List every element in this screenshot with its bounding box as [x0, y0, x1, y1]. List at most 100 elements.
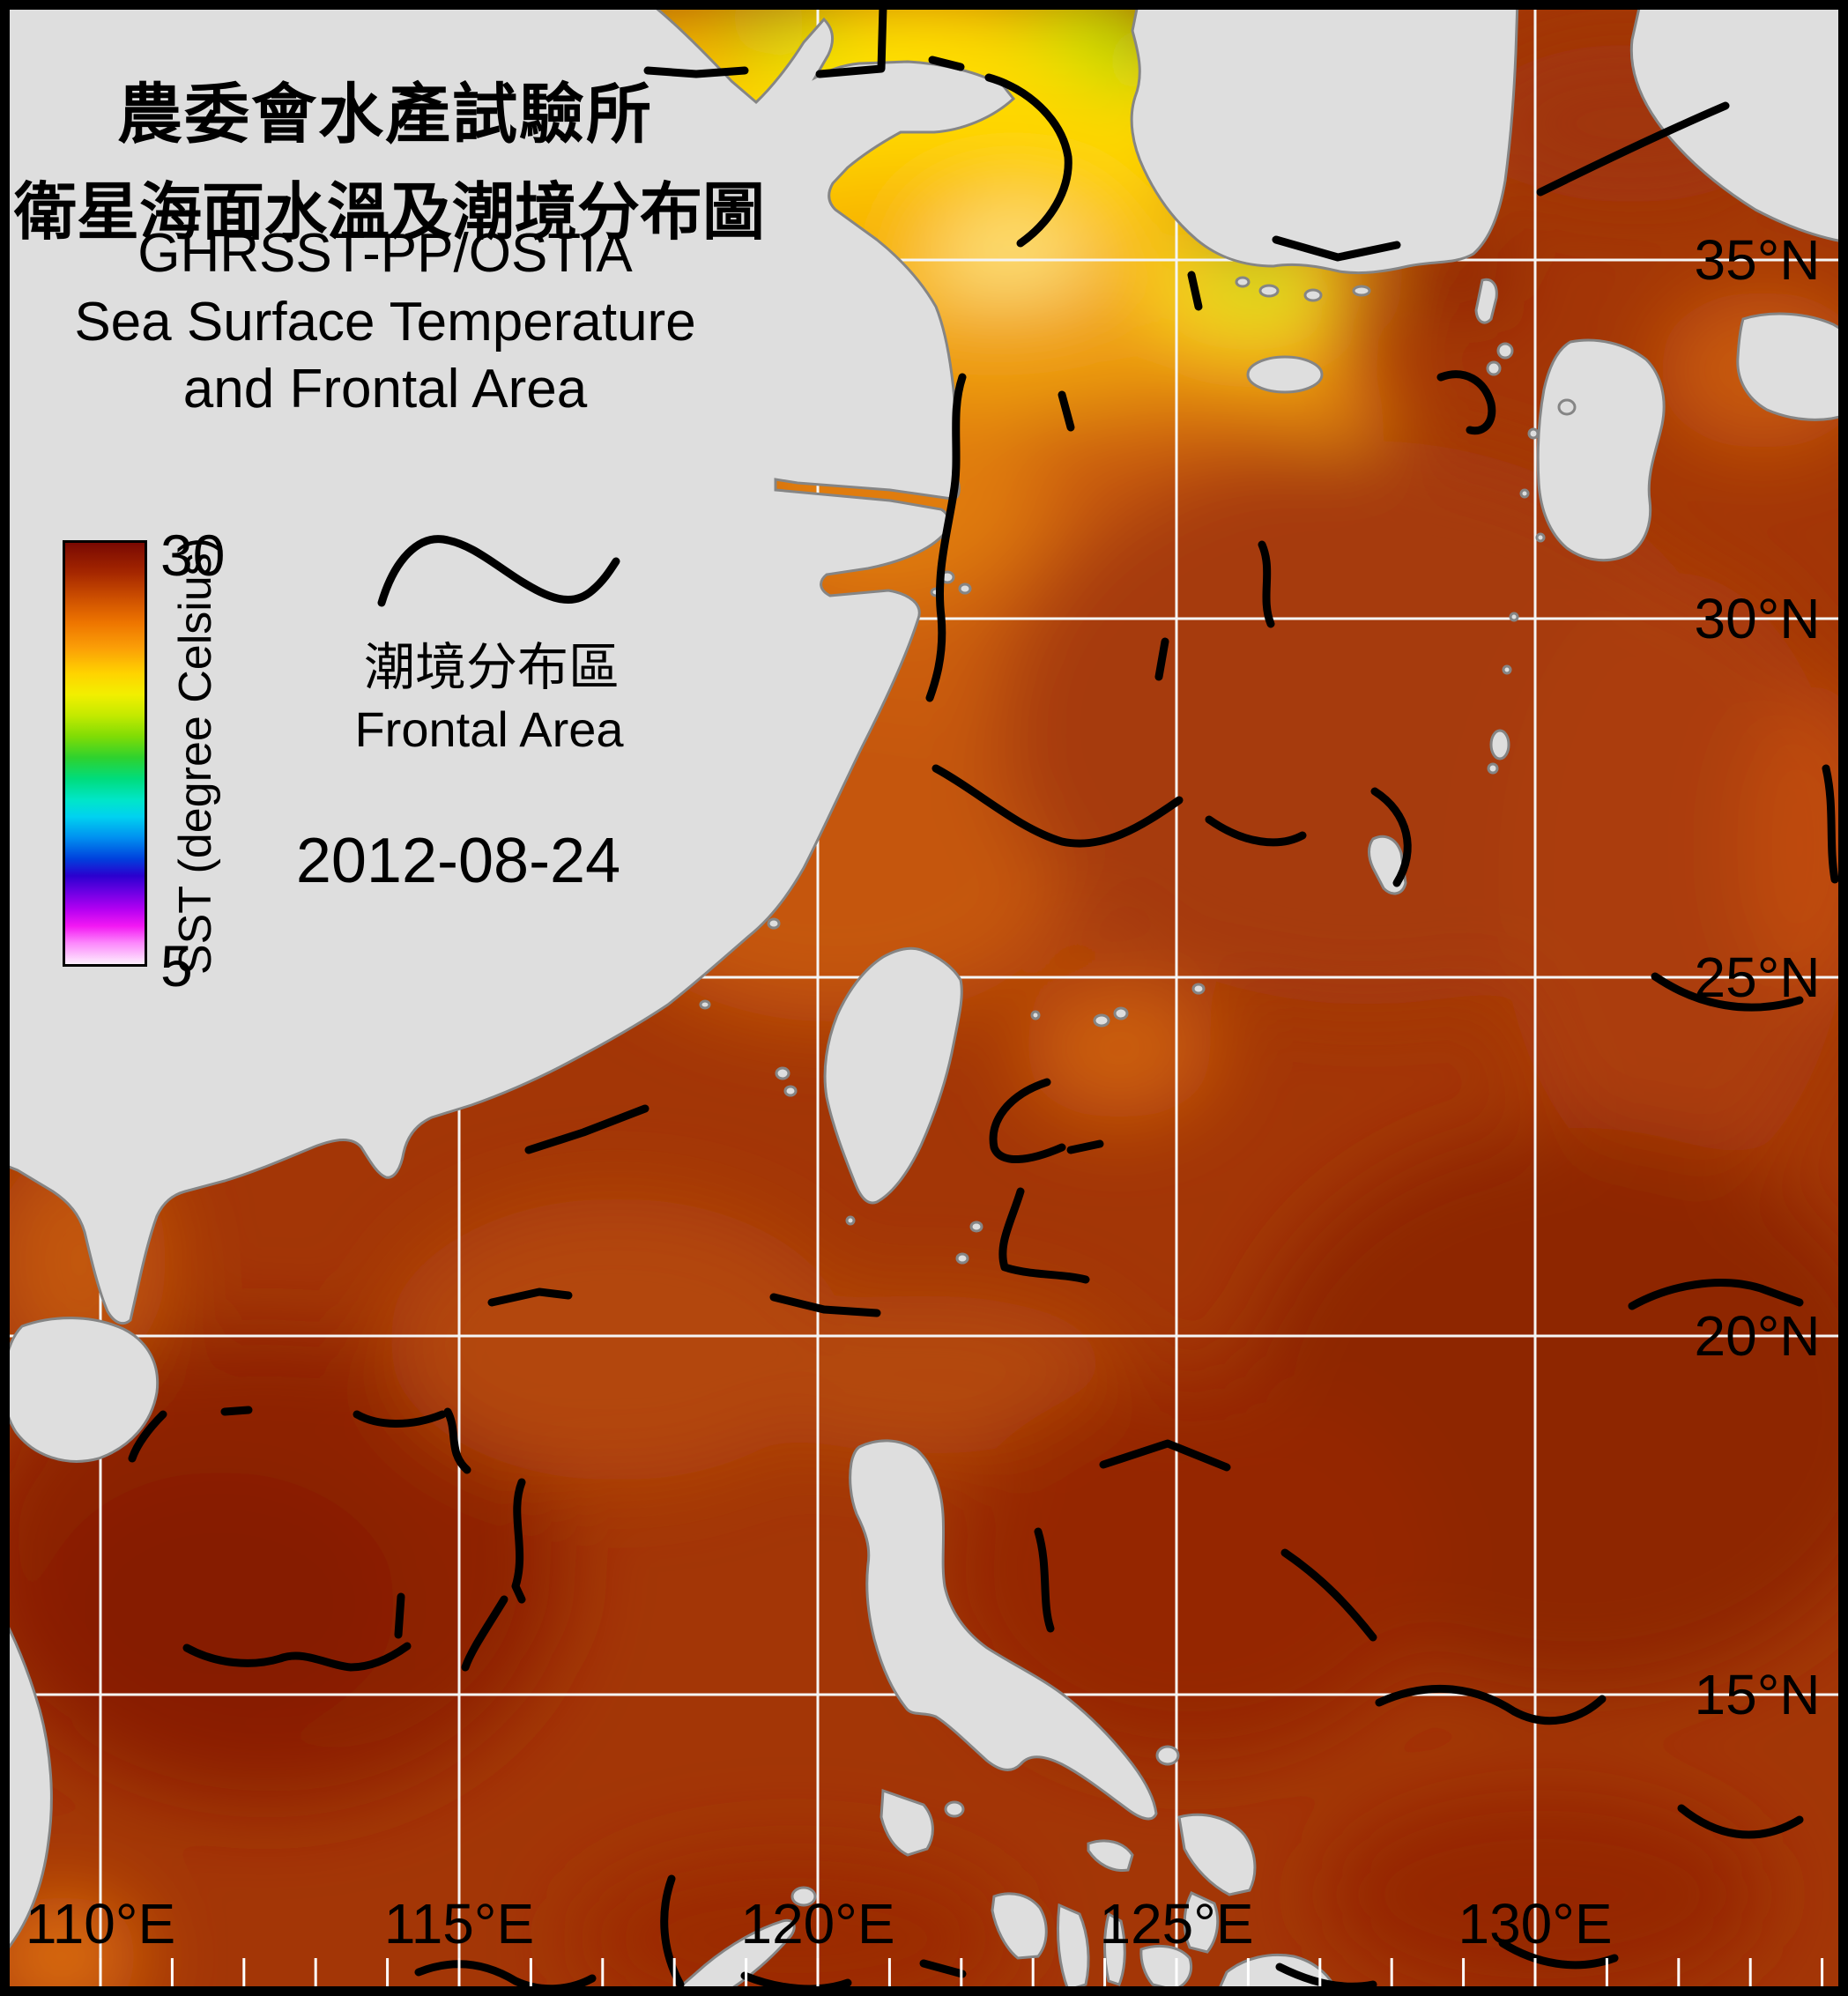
frontal-line: [815, 3, 887, 78]
island: [699, 999, 711, 1010]
land-shape: [1183, 1891, 1220, 1954]
island: [1235, 276, 1251, 288]
island: [1489, 729, 1510, 761]
graticule-labels: 35°N 30°N 25°N 20°N 15°N 110°E 115°E 120°E 125°E…: [26, 228, 1821, 1955]
lon-label: 115°E: [384, 1892, 534, 1955]
land-shape: [1103, 1911, 1126, 1986]
frontal-line: [1375, 1684, 1607, 1725]
island: [955, 1252, 969, 1265]
frontal-line: [443, 1407, 471, 1474]
island: [1113, 1006, 1129, 1020]
sst-patch: [1197, 253, 1320, 315]
island: [1191, 983, 1206, 995]
frontal-line: [984, 73, 1072, 248]
land-shape: [1536, 338, 1666, 562]
frontal-lines-layer: [128, 3, 1839, 1993]
frontal-line: [1370, 787, 1412, 887]
frontal-line: [1280, 1548, 1377, 1642]
frontal-line: [182, 1642, 412, 1672]
frontal-line: [394, 1592, 405, 1639]
sst-patch: [44, 1472, 397, 1736]
frontal-line: [643, 66, 749, 78]
frontal-line: [511, 1478, 526, 1604]
frontal-line: [1154, 637, 1169, 681]
frontal-line-icon: [377, 535, 620, 607]
island: [1246, 355, 1324, 394]
frontal-line: [1436, 370, 1496, 435]
sst-patch: [1022, 978, 1216, 1119]
sst-patch: [1498, 573, 1848, 1190]
lat-label: 25°N: [1695, 946, 1821, 1009]
land-shape: [1130, 0, 1519, 275]
island: [1502, 664, 1512, 675]
frontal-line: [461, 1595, 508, 1672]
colorbar-min-label: 5: [160, 933, 193, 998]
lon-label: 110°E: [26, 1892, 175, 1955]
frontal-line: [1275, 1963, 1377, 1991]
land-shape: [823, 946, 963, 1205]
island: [1030, 1010, 1041, 1020]
island: [1487, 762, 1499, 775]
island: [969, 1221, 983, 1233]
island: [783, 1085, 798, 1097]
frontal-line: [1677, 1804, 1804, 1839]
frontal-line: [931, 764, 1184, 848]
land-shape: [0, 0, 1016, 1325]
land-shape: [1139, 1944, 1193, 1992]
land-shape: [1736, 312, 1848, 421]
frontal-line: [769, 1293, 881, 1317]
lon-label: 130°E: [1458, 1892, 1612, 1955]
lat-label: 15°N: [1695, 1663, 1821, 1726]
island: [790, 1886, 817, 1907]
title-line-product: GHRSST-PP/OSTIA: [137, 223, 633, 284]
island: [944, 1800, 965, 1818]
lat-label: 20°N: [1695, 1304, 1821, 1368]
frontal-line: [1822, 764, 1839, 884]
frontal-line: [353, 1410, 447, 1428]
frontal-line: [928, 56, 965, 71]
date-label: 2012-08-24: [295, 826, 621, 896]
frontal-line: [128, 1410, 167, 1463]
island: [1496, 342, 1514, 360]
island: [1535, 532, 1546, 543]
island: [1093, 1013, 1110, 1028]
title-line-zh-map-name: 衛星海面水溫及潮境分布圖: [13, 178, 765, 248]
island: [1303, 288, 1323, 302]
land-shape: [1629, 0, 1848, 244]
frontal-line: [1058, 390, 1075, 432]
frontal-line: [1187, 271, 1203, 311]
frontal-line: [998, 1187, 1090, 1284]
frontal-line: [524, 1104, 649, 1154]
island: [958, 582, 972, 595]
lon-label: 120°E: [740, 1892, 894, 1955]
sst-colorbar: [63, 540, 147, 967]
frontal-line: [487, 1287, 573, 1307]
frontal-line: [1066, 1139, 1104, 1154]
island: [1509, 612, 1519, 622]
land-shape: [1057, 1903, 1090, 1992]
legend-label-en: Frontal Area: [354, 701, 624, 757]
frontal-line: [1651, 972, 1804, 1012]
island: [1527, 427, 1540, 440]
title-line-zh-institute: 農委會水產試驗所: [117, 78, 653, 151]
frontal-line: [1536, 101, 1730, 197]
land-shape: [849, 1439, 1158, 1821]
island: [1519, 488, 1530, 499]
sst-patch: [1322, 1789, 1763, 1996]
frontal-line: [925, 373, 967, 702]
frontal-line: [1099, 1439, 1231, 1472]
frontal-line: [1258, 540, 1275, 628]
legend-label-zh: 潮境分布區: [363, 639, 620, 696]
land-shape: [1177, 1813, 1257, 1896]
sst-patch: [1745, 687, 1848, 1005]
island: [1155, 1745, 1180, 1766]
frontal-line: [1628, 1279, 1804, 1310]
frontal-line: [220, 1406, 253, 1416]
frontal-line: [1272, 235, 1401, 262]
island: [767, 917, 781, 930]
island: [1557, 398, 1577, 416]
land-shape: [1474, 278, 1498, 324]
